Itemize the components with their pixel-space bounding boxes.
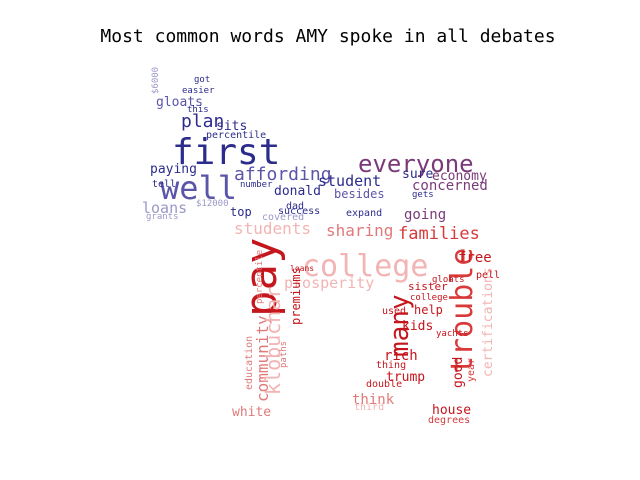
word-families: families <box>398 224 480 244</box>
word-thing: thing <box>376 360 406 371</box>
word-rich: rich <box>384 348 418 364</box>
word-good: good <box>451 357 466 388</box>
word-everyone: everyone <box>358 150 474 178</box>
word-concerned: concerned <box>412 178 488 194</box>
word-house: house <box>432 403 471 418</box>
word-think: think <box>352 392 395 408</box>
word-kids: kids <box>402 319 433 334</box>
word-well: well <box>160 169 237 207</box>
word-degrees: degrees <box>428 415 470 426</box>
word-grants: grants <box>146 212 179 222</box>
word-covered: covered <box>262 212 304 223</box>
word-sister: sister <box>408 280 448 293</box>
word-gloats: gloats <box>432 275 465 285</box>
word-student: student <box>318 172 381 190</box>
word-trump: trump <box>386 370 425 385</box>
word-affording: affording <box>234 164 332 185</box>
word-yachts: yachts <box>436 329 469 339</box>
word-going: going <box>404 207 446 223</box>
word-loans: loans <box>142 199 187 217</box>
word-white: white <box>232 405 271 420</box>
word-double: double <box>366 379 402 390</box>
word-tell: tell <box>152 179 176 190</box>
word-college: college <box>302 249 428 284</box>
word-this: this <box>187 105 209 115</box>
word-got: got <box>194 75 210 85</box>
word-pay: pay <box>236 238 287 317</box>
word-besides: besides <box>334 187 385 201</box>
word-used: used <box>382 306 406 317</box>
word-loans: loans <box>290 264 314 273</box>
word-economy: economy <box>432 169 487 184</box>
word-percentile: percentile <box>255 250 265 304</box>
word-plan: plan <box>181 111 224 132</box>
word-pell: pell <box>476 270 500 281</box>
word-12000: $12000 <box>196 199 229 209</box>
word-dad: dad <box>286 201 304 212</box>
word-free: free <box>458 250 492 266</box>
word-paths: paths <box>279 341 289 368</box>
word-donald: donald <box>274 184 321 199</box>
word-education: education <box>244 336 255 390</box>
word-trouble: trouble <box>445 248 480 374</box>
word-many: many <box>385 294 415 357</box>
word-first: first <box>172 132 280 173</box>
word-sure: sure <box>402 167 433 182</box>
word-6000: $6000 <box>151 67 161 94</box>
word-success: success <box>278 206 320 217</box>
word-college: college <box>410 293 448 303</box>
chart-title: Most common words AMY spoke in all debat… <box>100 26 556 47</box>
word-expand: expand <box>346 208 382 219</box>
word-prosperity: prosperity <box>284 274 374 292</box>
word-year: year <box>466 358 477 382</box>
word-percentile: percentile <box>206 130 266 141</box>
word-community: community <box>253 315 272 402</box>
word-students: students <box>234 219 311 238</box>
word-gloats: gloats <box>156 95 203 110</box>
word-certifications: certifications <box>481 267 496 377</box>
words-layer: firstwelleveryoneaffordingplangloatssits… <box>142 67 500 426</box>
word-sits: sits <box>216 119 247 134</box>
word-easier: easier <box>182 86 215 96</box>
word-help: help <box>414 303 443 317</box>
word-sharing: sharing <box>326 221 393 240</box>
word-top: top <box>230 205 252 219</box>
word-number: number <box>240 180 273 190</box>
word-gets: gets <box>412 190 434 200</box>
word-klobuchar: klobuchar <box>261 287 285 395</box>
word-third: third <box>354 402 384 413</box>
word-premiums: premiums <box>289 267 303 325</box>
word-paying: paying <box>150 162 197 177</box>
